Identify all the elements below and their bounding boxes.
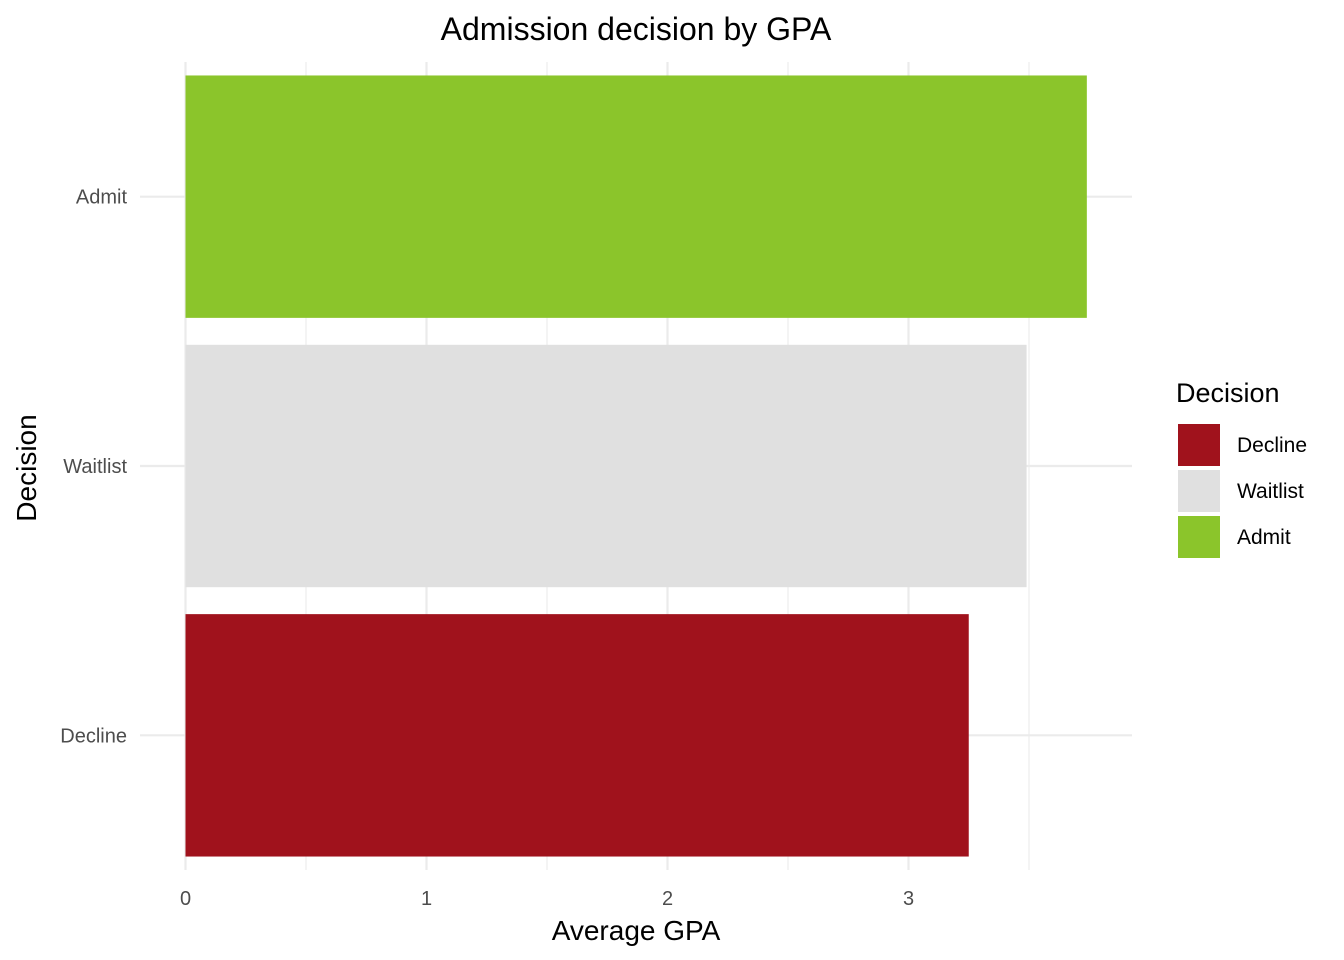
x-tick-label: 1: [421, 888, 432, 910]
y-tick-label: Decline: [60, 725, 127, 747]
legend-key-admit: [1178, 516, 1220, 558]
x-tick-label: 0: [180, 888, 191, 910]
legend-key-waitlist: [1178, 470, 1220, 512]
legend-label-waitlist: Waitlist: [1237, 480, 1304, 503]
y-tick-label: Admit: [76, 187, 128, 209]
x-tick-label: 3: [903, 888, 914, 910]
legend-title: Decision: [1176, 378, 1280, 408]
axes: 0 1 2 3 Decline Waitlist Admit: [60, 187, 914, 910]
bar-waitlist: [185, 344, 1027, 588]
x-tick-label: 2: [662, 888, 673, 910]
y-axis-title: Decision: [11, 414, 42, 521]
legend-label-decline: Decline: [1237, 434, 1307, 457]
y-tick-label: Waitlist: [63, 456, 127, 478]
bar-decline: [185, 614, 969, 857]
legend: Decision Decline Waitlist Admit: [1176, 378, 1307, 558]
bars: [185, 75, 1087, 857]
x-axis-title: Average GPA: [552, 915, 721, 946]
bar-admit: [185, 75, 1087, 318]
chart-title: Admission decision by GPA: [441, 11, 832, 47]
legend-label-admit: Admit: [1237, 526, 1291, 549]
legend-key-decline: [1178, 424, 1220, 466]
